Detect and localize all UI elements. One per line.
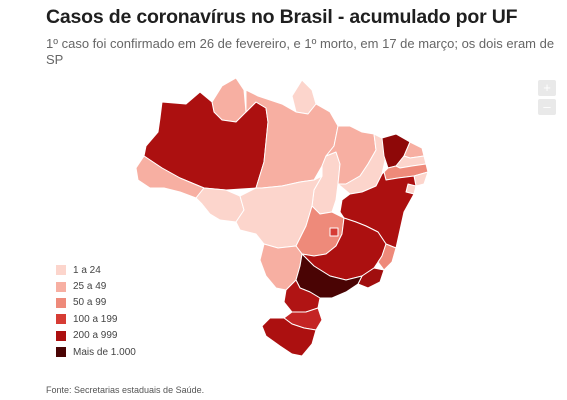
legend-label: 200 a 999	[73, 330, 118, 342]
legend-item: 100 a 199	[56, 311, 136, 327]
state-ro[interactable]	[195, 187, 245, 223]
zoom-in-button[interactable]: +	[538, 80, 556, 96]
legend-swatch	[56, 314, 66, 325]
chart-title: Casos de coronavírus no Brasil - acumula…	[46, 6, 518, 28]
map-legend: 1 a 24 25 a 49 50 a 99 100 a 199 200 a 9…	[56, 262, 136, 360]
legend-label: Mais de 1.000	[73, 346, 136, 358]
legend-swatch	[56, 297, 66, 308]
legend-label: 100 a 199	[73, 313, 118, 325]
legend-item: 25 a 49	[56, 278, 136, 294]
legend-swatch	[56, 330, 66, 341]
legend-swatch	[56, 347, 66, 358]
legend-item: 200 a 999	[56, 328, 136, 344]
zoom-out-button[interactable]: –	[538, 99, 556, 115]
legend-item: 50 a 99	[56, 295, 136, 311]
state-df[interactable]	[329, 227, 339, 237]
legend-swatch	[56, 281, 66, 292]
state-rs[interactable]	[261, 317, 317, 357]
state-pr[interactable]	[283, 279, 321, 313]
legend-label: 25 a 49	[73, 281, 107, 293]
legend-swatch	[56, 265, 66, 276]
legend-label: 1 a 24	[73, 264, 101, 276]
legend-label: 50 a 99	[73, 297, 107, 309]
legend-item: 1 a 24	[56, 262, 136, 278]
legend-item: Mais de 1.000	[56, 344, 136, 360]
chart-subtitle: 1º caso foi confirmado em 26 de fevereir…	[46, 36, 555, 67]
source-note: Fonte: Secretarias estaduais de Saúde.	[46, 385, 205, 395]
brazil-map	[135, 77, 429, 357]
